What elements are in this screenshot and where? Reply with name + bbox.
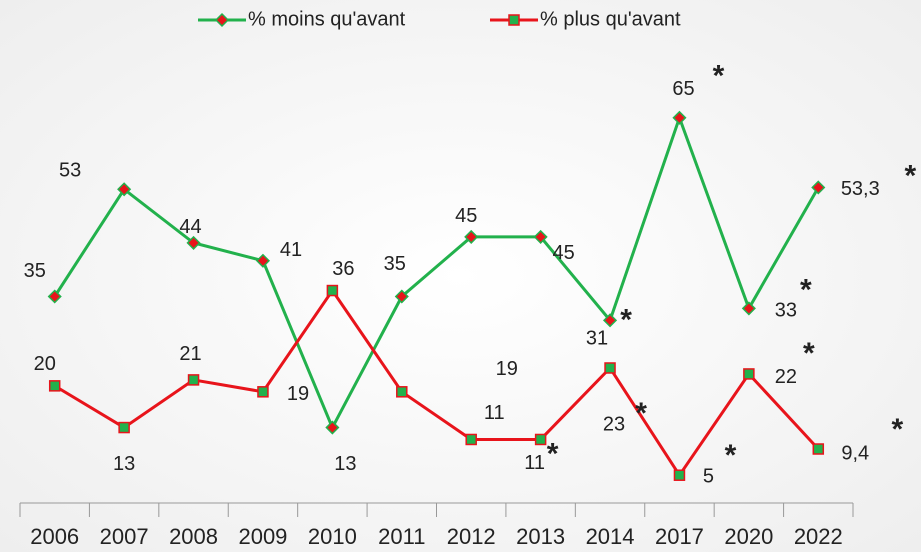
data-label: 22: [775, 366, 797, 388]
data-label: 31: [586, 328, 608, 350]
marker: [464, 229, 479, 244]
data-label: 45: [455, 205, 477, 227]
data-label: 45: [553, 242, 575, 264]
x-tick-label: 2014: [586, 524, 635, 549]
x-tick-label: 2020: [724, 524, 773, 549]
marker: [325, 420, 340, 435]
x-tick-label: 2011: [378, 524, 425, 549]
data-label: 5: [703, 465, 714, 487]
marker: [117, 182, 132, 197]
marker: [48, 380, 61, 392]
marker: [186, 235, 201, 250]
data-label: 21: [179, 343, 201, 365]
marker: [187, 374, 200, 386]
marker: [257, 386, 269, 398]
x-tick-label: 2012: [447, 524, 496, 549]
data-label: 20: [34, 353, 56, 375]
legend-label: % plus qu'avant: [540, 8, 681, 30]
note: *: [725, 439, 737, 472]
marker: [672, 110, 687, 125]
marker: [508, 14, 520, 26]
marker: [602, 313, 618, 328]
data-label: 36: [332, 258, 354, 280]
legend-label: % moins qu'avant: [248, 8, 406, 30]
marker: [534, 433, 547, 446]
marker: [326, 284, 339, 297]
data-label: 41: [280, 239, 302, 261]
data-label: 23: [603, 413, 625, 435]
data-label: 11: [484, 402, 505, 424]
data-label: 44: [179, 216, 201, 238]
data-label: 9,4: [841, 442, 869, 464]
marker: [255, 253, 271, 268]
note: *: [547, 437, 559, 470]
marker: [465, 433, 477, 446]
data-label: 19: [287, 383, 309, 405]
marker: [812, 443, 825, 455]
note: *: [635, 397, 647, 430]
marker: [743, 368, 755, 380]
marker: [741, 301, 756, 316]
marker: [214, 12, 230, 28]
marker: [118, 421, 130, 434]
data-label: 13: [334, 453, 356, 475]
x-tick-label: 2013: [516, 524, 565, 549]
x-tick-label: 2006: [30, 524, 79, 549]
x-tick-label: 2017: [655, 524, 704, 549]
marker: [533, 229, 548, 244]
x-tick-label: 2022: [794, 524, 843, 549]
marker: [673, 469, 686, 481]
series-line: [53, 113, 820, 432]
marker: [604, 362, 616, 374]
x-tick-label: 2007: [100, 524, 149, 549]
note: *: [891, 413, 903, 446]
data-label: 13: [113, 453, 135, 475]
x-tick-label: 2010: [308, 524, 357, 549]
data-label: 19: [496, 358, 518, 380]
marker: [394, 289, 409, 304]
note: *: [904, 159, 916, 192]
note: *: [713, 60, 725, 93]
data-label: 65: [672, 78, 694, 100]
x-tick-label: 2008: [169, 524, 218, 549]
series-line: [53, 287, 820, 478]
note: *: [800, 273, 812, 306]
data-label: 53,3: [841, 178, 880, 200]
data-label: 35: [24, 260, 46, 282]
note: *: [620, 303, 632, 336]
data-label: 33: [775, 300, 797, 322]
data-label: 53: [59, 160, 81, 182]
marker: [47, 289, 62, 304]
data-label: 11: [524, 452, 545, 474]
data-label: 35: [384, 253, 406, 275]
marker: [811, 180, 826, 195]
x-tick-label: 2009: [238, 524, 287, 549]
note: *: [803, 337, 815, 370]
marker: [396, 386, 408, 398]
